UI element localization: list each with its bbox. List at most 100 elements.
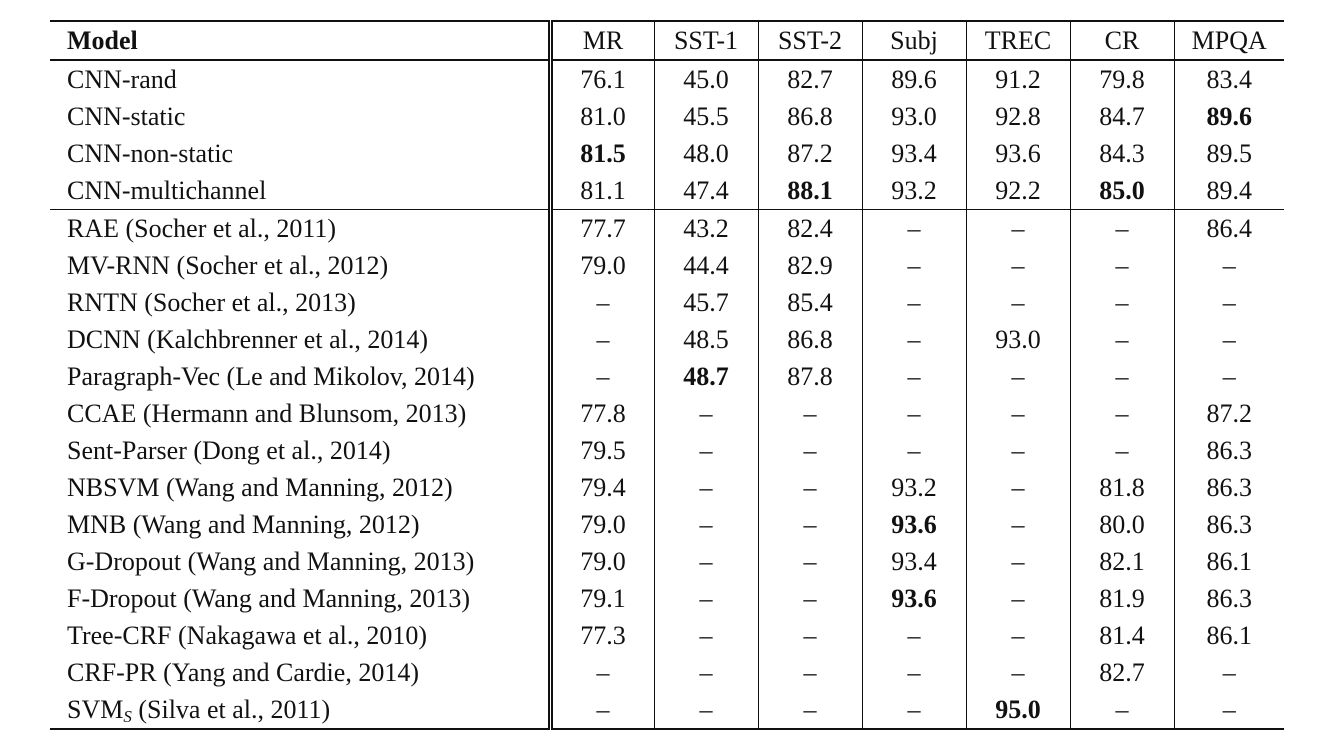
score-cell: – [1069,358,1174,395]
score-cell: 86.8 [757,98,862,135]
header-row: Model MR SST-1 SST-2 Subj TREC CR MPQA [50,20,1284,61]
model-name: CNN-multichannel [67,176,267,205]
score-cell: 77.7 [580,214,626,243]
score-cell: – [861,654,966,691]
score-cell: 86.3 [1173,432,1284,469]
score-cell: – [1069,247,1174,284]
score-cell: 89.4 [1173,172,1284,210]
score-cell: – [965,617,1070,654]
score-cell: 93.6 [861,506,966,543]
table-row: Sent-Parser (Dong et al., 2014) 79.5– – – – –… [50,432,1284,469]
score-cell: 79.5 [580,436,626,465]
score-cell: – [1069,209,1174,247]
score-cell: 85.4 [757,284,862,321]
score-cell: 92.8 [965,98,1070,135]
score-cell: – [1069,395,1174,432]
score-cell: 81.9 [1069,580,1174,617]
score-cell: 79.0 [580,547,626,576]
table-row: CCAE (Hermann and Blunsom, 2013) 77.8– – – –… [50,395,1284,432]
score-cell: – [1173,654,1284,691]
score-cell: 79.1 [580,584,626,613]
score-cell: 93.6 [965,135,1070,172]
model-name: MV-RNN (Socher et al., 2012) [67,251,389,280]
score-cell: 89.5 [1173,135,1284,172]
model-name-cell: DCNN (Kalchbrenner et al., 2014) [50,321,553,358]
score-cell: 48.0 [653,135,758,172]
score-cell: – [653,506,758,543]
table-row: MV-RNN (Socher et al., 2012) 79.0 44.4 82.9… [50,247,1284,284]
model-name: CCAE (Hermann and Blunsom, 2013) [67,399,467,428]
score-cell: 45.0 [653,60,758,98]
table-row: CRF-PR (Yang and Cardie, 2014) – – – – –82.7– [50,654,1284,691]
score-cell: 82.7 [757,60,862,98]
score-cell: – [653,432,758,469]
score-cell: 91.2 [965,60,1070,98]
score-cell: – [653,654,758,691]
model-name-cell: CNN-static [50,98,553,135]
score-cell: – [653,580,758,617]
score-cell: 76.1 [580,65,626,94]
column-header: SST-2 [757,20,862,61]
score-cell: – [965,358,1070,395]
model-name-cell: CNN-non-static [50,135,553,172]
score-cell: – [757,432,862,469]
score-cell: – [861,209,966,247]
model-name: SVM [67,695,124,724]
score-cell: 79.8 [1069,60,1174,98]
score-cell: 88.1 [757,172,862,210]
model-name-cell: RNTN (Socher et al., 2013) [50,284,553,321]
score-cell: – [757,395,862,432]
score-cell: 82.1 [1069,543,1174,580]
model-name: MNB (Wang and Manning, 2012) [67,510,420,539]
score-cell: 82.7 [1069,654,1174,691]
score-cell: 89.6 [1173,98,1284,135]
score-cell: – [965,543,1070,580]
score-cell: – [1173,321,1284,358]
score-cell: – [596,658,610,687]
score-cell: – [1069,284,1174,321]
model-name: Sent-Parser (Dong et al., 2014) [67,436,391,465]
score-cell: – [861,617,966,654]
score-cell: 81.1 [550,172,654,210]
score-cell: 77.8 [580,399,626,428]
score-cell: – [965,432,1070,469]
score-cell: 84.3 [1069,135,1174,172]
column-header: MPQA [1173,20,1284,61]
score-cell: – [965,506,1070,543]
table-row: SVMS (Silva et al., 2011) – – – –95.0– – [50,691,1284,730]
model-name: F-Dropout (Wang and Manning, 2013) [67,584,471,613]
model-citation: (Silva et al., 2011) [131,695,331,724]
model-name-cell: G-Dropout (Wang and Manning, 2013) [50,543,553,580]
column-header: Model [50,20,553,61]
score-cell: 43.2 [653,209,758,247]
model-name: Paragraph-Vec (Le and Mikolov, 2014) [67,362,475,391]
score-cell: – [861,321,966,358]
table-row: G-Dropout (Wang and Manning, 2013) 79.0– –… [50,543,1284,580]
score-cell: – [596,362,610,391]
score-cell: – [550,691,654,730]
score-cell: 86.8 [757,321,862,358]
score-cell: – [861,358,966,395]
score-cell: – [1069,691,1174,730]
score-cell: 85.0 [1069,172,1174,210]
model-name: CNN-rand [67,65,177,94]
model-name: CNN-static [67,102,186,131]
score-cell: 93.2 [861,172,966,210]
score-cell: 93.2 [861,469,966,506]
score-cell: – [757,691,862,730]
score-cell: – [1069,432,1174,469]
score-cell: – [861,247,966,284]
score-cell: 48.5 [653,321,758,358]
model-name-cell: CNN-multichannel [50,172,553,210]
score-cell: 89.6 [861,60,966,98]
score-cell: – [861,691,966,730]
model-name-cell: Paragraph-Vec (Le and Mikolov, 2014) [50,358,553,395]
score-cell: 81.8 [1069,469,1174,506]
score-cell: – [861,395,966,432]
model-name-cell: Sent-Parser (Dong et al., 2014) [50,432,553,469]
score-cell: – [757,654,862,691]
score-cell: 77.3 [580,621,626,650]
score-cell: 79.0 [580,251,626,280]
score-cell: 82.9 [757,247,862,284]
score-cell: – [757,617,862,654]
